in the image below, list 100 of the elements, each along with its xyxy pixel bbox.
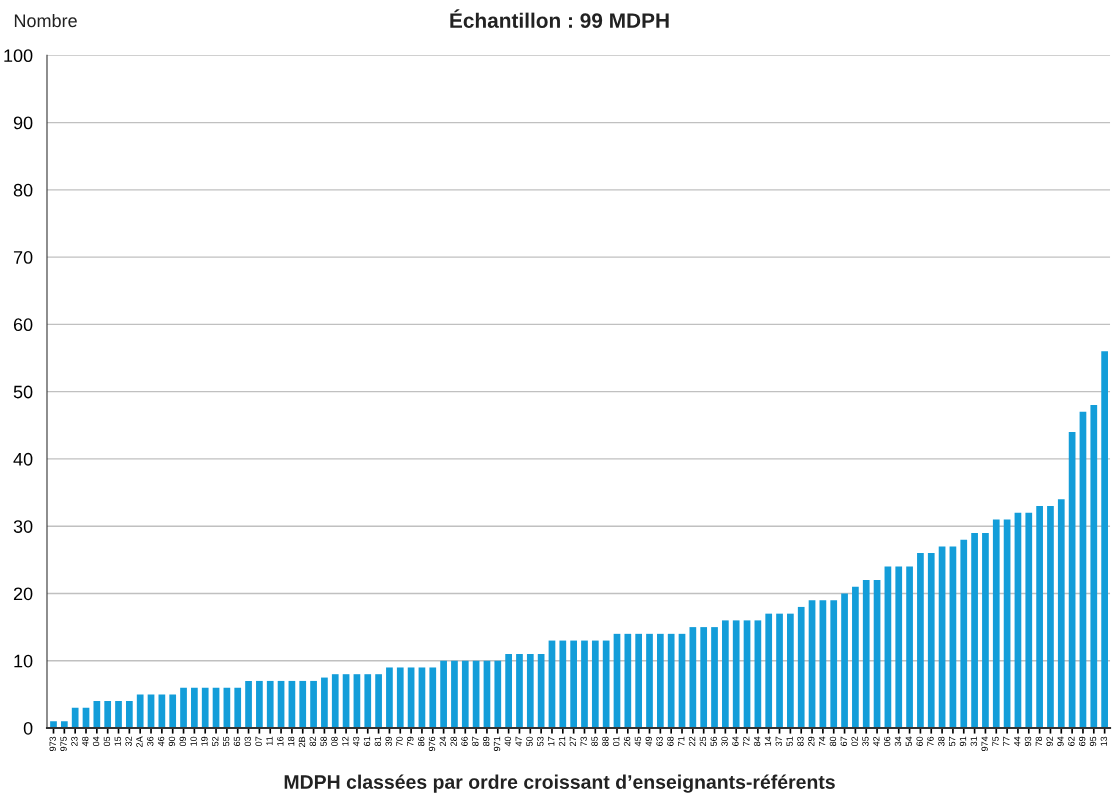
y-tick-label: 70 [13,251,33,264]
bar [559,640,567,729]
x-tick-label: 06 [883,736,891,747]
x-tick-label: 56 [710,736,717,747]
x-tick-label: 63 [656,736,663,746]
x-tick-label: 14 [764,736,772,746]
bar [700,627,708,729]
y-tick-label: 100 [4,49,33,63]
bar [992,519,1000,729]
x-tick-label: 75 [992,736,999,746]
x-tick-label: 89 [482,736,490,746]
bar [104,701,112,729]
bar [635,633,643,729]
bar [917,553,924,729]
x-tick-label: 19 [201,736,208,746]
x-tick-label: 44 [1014,736,1021,747]
bar [1090,405,1098,729]
bar [526,654,534,729]
x-axis-title: MDPH classées par ordre croissant d’enseignants-référents [284,774,835,793]
x-tick-label: 84 [753,736,761,746]
bar [429,667,437,729]
bar [776,613,783,729]
x-tick-label: 03 [244,736,251,747]
x-tick-label: 39 [385,736,392,747]
bar [982,532,989,729]
y-axis-title: Nombre [14,13,77,28]
bar [364,674,372,729]
bar [505,654,512,729]
x-tick-label: 68 [667,736,674,746]
x-tick-label: 42 [873,736,880,747]
x-tick-label: 07 [255,736,262,747]
x-tick-label: 971 [493,736,501,751]
bar [386,667,393,729]
x-tick-label: 64 [732,736,739,746]
x-tick-label: 67 [840,736,847,746]
x-tick-label: 48 [82,736,89,747]
x-tick-label: 80 [829,736,837,746]
bar [115,701,122,729]
bar [1101,351,1108,729]
bar [93,701,101,729]
y-tick-label: 50 [13,385,33,399]
bar [266,680,274,729]
x-tick-label: 976 [428,736,436,751]
x-tick-label: 92 [1046,736,1053,746]
y-tick-label: 60 [13,318,33,332]
x-tick-label: 45 [634,736,642,747]
x-tick-label: 23 [71,736,78,746]
x-tick-label: 72 [743,736,750,746]
bar [1047,506,1054,729]
bar [1057,499,1065,729]
bar [516,654,523,729]
x-tick-label: 10 [190,736,197,746]
bar [310,680,317,729]
bar [906,566,913,729]
x-tick-label: 2B [298,736,306,747]
bar [245,680,252,729]
y-tick-label: 30 [13,520,33,533]
y-tick-label: 40 [13,452,33,466]
x-tick-label: 16 [277,736,284,746]
bar [830,600,838,729]
x-tick-label: 62 [1068,736,1075,746]
bar [646,633,653,729]
y-tick-label: 80 [13,183,33,197]
x-tick-label: 01 [613,736,620,747]
x-tick-label: 60 [916,736,923,746]
x-tick-label: 74 [819,736,826,746]
x-tick-label: 09 [179,736,186,747]
bar [1036,506,1043,729]
bar [797,606,805,729]
x-tick-label: 17 [548,736,555,746]
bar [1025,512,1033,729]
bar [570,640,578,729]
bar [451,660,458,729]
bar [656,633,664,729]
bar [787,613,794,729]
bar [765,613,773,729]
bar [299,680,307,729]
x-tick-label: 86 [417,736,425,746]
x-tick-label: 08 [331,736,338,747]
x-tick-label: 27 [569,736,576,746]
bar [852,586,859,729]
bar [71,707,79,729]
bar [971,532,978,729]
x-tick-label: 65 [233,736,241,746]
x-tick-label: 22 [688,736,696,746]
y-tick-label: 90 [13,116,33,130]
x-tick-label: 55 [223,736,230,747]
bar [60,721,68,729]
bar [201,687,209,729]
bar [927,553,935,729]
bar [960,539,968,729]
x-tick-label: 73 [580,736,587,746]
x-tick-label: 90 [168,736,176,746]
bar [440,660,447,729]
x-tick-label: 69 [1078,736,1086,746]
bar [711,627,718,729]
x-tick-label: 51 [786,736,793,747]
chart-title: Échantillon : 99 MDPH [450,9,669,28]
x-tick-label: 49 [645,736,652,747]
y-tick-label: 20 [13,587,33,601]
